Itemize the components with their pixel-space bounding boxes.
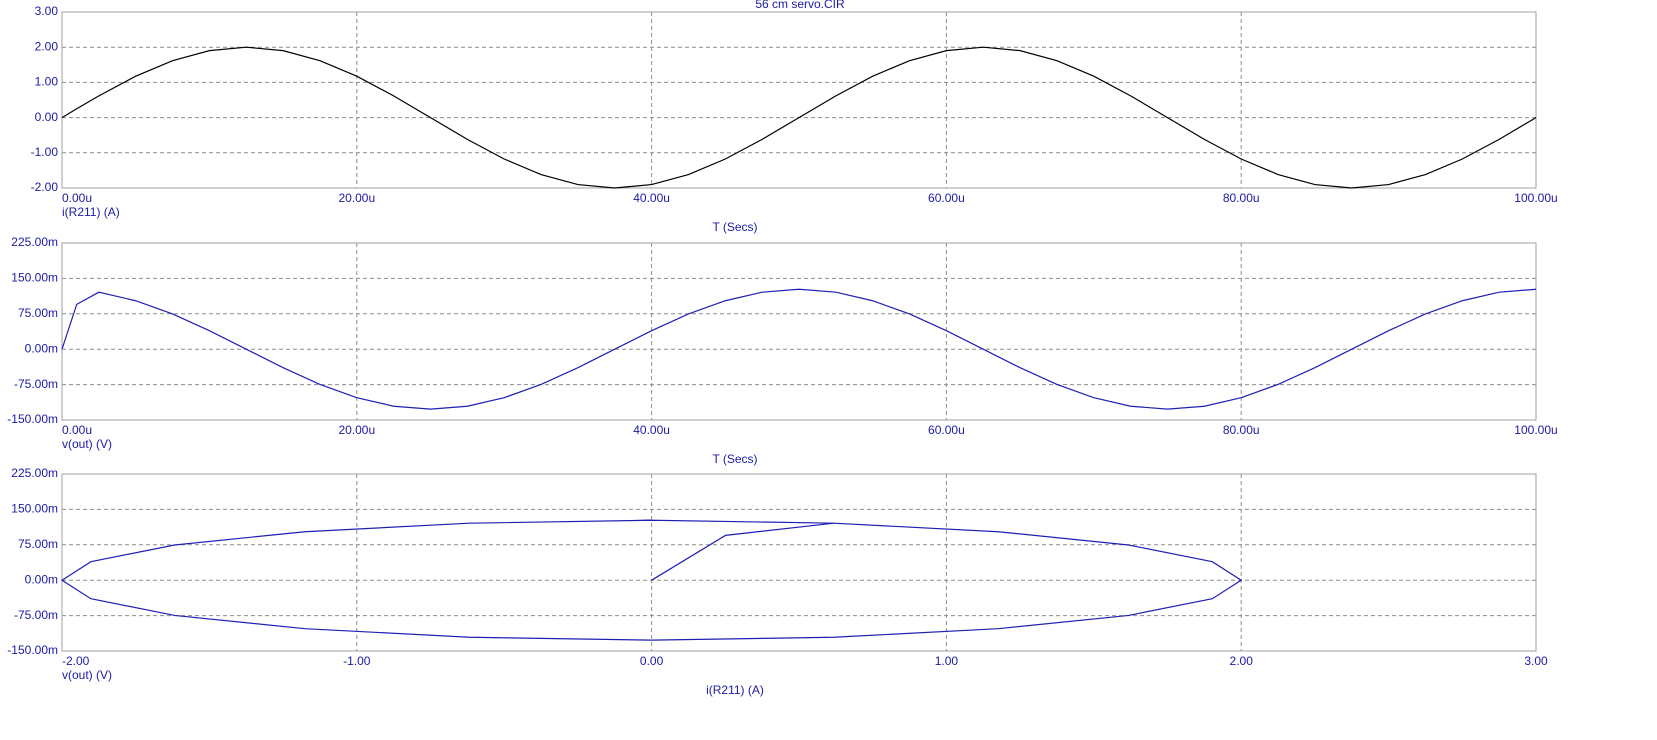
- y-tick-label: 0.00m: [25, 572, 58, 586]
- y-axis-label: v(out) (V): [62, 668, 112, 682]
- x-tick-label: 20.00u: [338, 423, 375, 437]
- y-tick-label: 225.00m: [11, 466, 58, 480]
- y-tick-label: -150.00m: [7, 643, 58, 657]
- x-tick-label: 40.00u: [633, 423, 670, 437]
- x-tick-label: 80.00u: [1223, 191, 1260, 205]
- plot-frame: [61, 242, 1537, 421]
- data-line: [60, 519, 1243, 641]
- x-tick-label: 20.00u: [338, 191, 375, 205]
- y-tick-label: 1.00: [35, 75, 59, 89]
- y-tick-label: -1.00: [31, 145, 59, 159]
- y-tick-label: 75.00m: [18, 306, 58, 320]
- x-axis-label: i(R211) (A): [706, 683, 764, 697]
- y-tick-label: 150.00m: [11, 271, 58, 285]
- x-tick-label: 100.00u: [1514, 423, 1557, 437]
- x-axis-label: T (Secs): [712, 220, 757, 234]
- plot-frame: [61, 11, 1537, 189]
- y-tick-label: -150.00m: [7, 412, 58, 426]
- x-tick-label: 0.00u: [62, 191, 92, 205]
- x-tick-label: 1.00: [935, 654, 959, 668]
- x-tick-label: 60.00u: [928, 423, 965, 437]
- x-tick-label: 40.00u: [633, 191, 670, 205]
- y-axis-label: i(R211) (A): [62, 205, 120, 219]
- x-tick-label: 3.00: [1524, 654, 1548, 668]
- y-tick-label: 0.00m: [25, 341, 58, 355]
- x-tick-label: 0.00u: [62, 423, 92, 437]
- x-axis-label: T (Secs): [712, 452, 757, 466]
- data-line: [61, 288, 1537, 410]
- x-tick-label: -1.00: [343, 654, 371, 668]
- y-tick-label: 0.00: [35, 110, 59, 124]
- y-axis-label: v(out) (V): [62, 437, 112, 451]
- x-tick-label: 0.00: [640, 654, 664, 668]
- x-tick-label: 60.00u: [928, 191, 965, 205]
- y-tick-label: -75.00m: [14, 608, 58, 622]
- x-tick-label: 2.00: [1230, 654, 1254, 668]
- y-tick-label: 75.00m: [18, 537, 58, 551]
- y-tick-label: 2.00: [35, 39, 59, 53]
- y-tick-label: -75.00m: [14, 377, 58, 391]
- x-tick-label: 80.00u: [1223, 423, 1260, 437]
- y-tick-label: -2.00: [31, 180, 59, 194]
- chart-title: 56 cm servo.CIR: [755, 0, 845, 11]
- y-tick-label: 3.00: [35, 4, 59, 18]
- x-tick-label: 100.00u: [1514, 191, 1557, 205]
- x-tick-label: -2.00: [62, 654, 90, 668]
- y-tick-label: 150.00m: [11, 502, 58, 516]
- y-tick-label: 225.00m: [11, 235, 58, 249]
- plot-frame: [61, 473, 1537, 652]
- data-line: [61, 46, 1537, 189]
